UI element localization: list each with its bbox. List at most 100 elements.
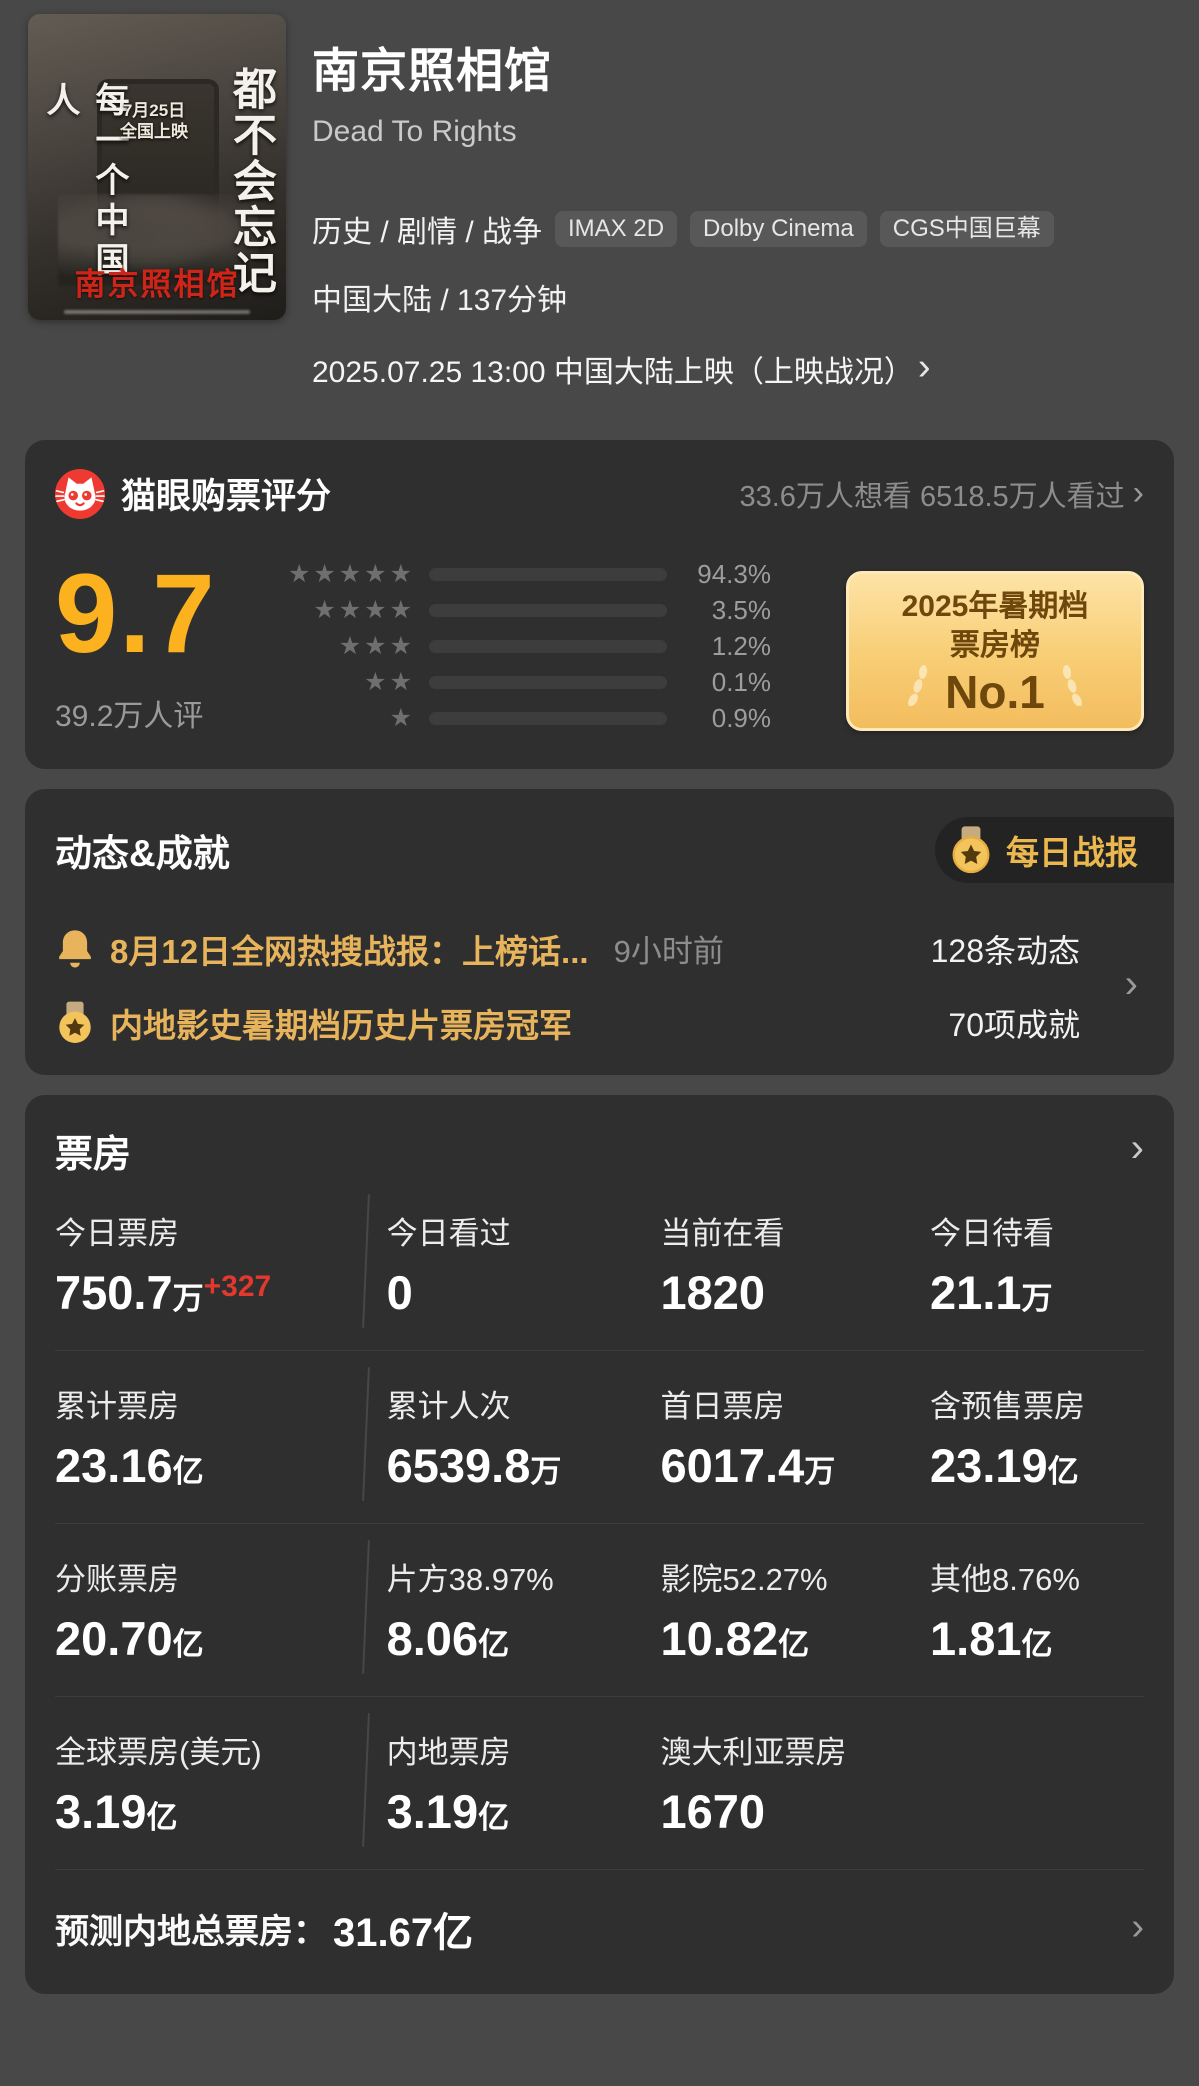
dist-row-2star: ★★ 0.1% — [287, 667, 771, 697]
dist-row-1star: ★ 0.9% — [287, 703, 771, 733]
movie-english-title: Dead To Rights — [312, 115, 517, 148]
stat-label: 今日待看 — [930, 1215, 1055, 1251]
news-text: 8月12日全网热搜战报：上榜话... — [110, 932, 589, 970]
dist-bar — [429, 604, 667, 617]
release-info-link[interactable]: 2025.07.25 13:00 中国大陆上映（上映战况） › — [312, 347, 1174, 391]
chevron-right-icon[interactable]: › — [1130, 1126, 1144, 1171]
stat-value: 23.19 — [930, 1438, 1048, 1492]
stat-value: 3.19 — [386, 1784, 479, 1838]
dist-pct: 0.1% — [711, 667, 771, 697]
dist-pct: 3.5% — [711, 595, 771, 625]
stat-value: 20.70 — [55, 1611, 173, 1665]
stat-cell-split-boxoffice: 分账票房 20.70亿 — [55, 1554, 387, 1662]
star-icons: ★★★ — [338, 632, 415, 660]
news-count: 128条动态 — [930, 932, 1080, 969]
stat-cell-global-usd: 全球票房(美元) 3.19亿 — [55, 1727, 387, 1835]
stat-value: 0 — [386, 1265, 413, 1319]
movie-poster[interactable]: 每一个中国人 都不会忘记 7月25日 全国上映 南京照相馆 — [28, 14, 286, 320]
stat-cell-mainland: 内地票房 3.19亿 — [387, 1727, 661, 1835]
format-badge-dolby: Dolby Cinema — [690, 210, 867, 248]
stat-cell-watched-today: 今日看过 0 — [387, 1208, 661, 1316]
rating-stats[interactable]: 33.6万人想看 6518.5万人看过 — [739, 480, 1125, 513]
award-rank: No.1 — [945, 666, 1045, 718]
stat-value: 10.82 — [660, 1611, 779, 1665]
dist-bar — [429, 640, 667, 653]
stat-cell-australia: 澳大利亚票房 1670 — [660, 1727, 930, 1835]
stat-label: 首日票房 — [660, 1388, 785, 1424]
dist-row-5star: ★★★★★ 94.3% — [287, 559, 771, 589]
format-badge-cgs: CGS中国巨幕 — [879, 210, 1054, 248]
stat-value: 21.1 — [930, 1265, 1022, 1319]
genre-line: 历史 / 剧情 / 战争 — [312, 216, 543, 249]
poster-title: 南京照相馆 — [74, 267, 240, 302]
prediction-row[interactable]: 预测内地总票房： 31.67亿 › — [55, 1870, 1144, 1994]
stat-value: 6539.8 — [386, 1438, 531, 1492]
stat-label: 分账票房 — [55, 1561, 179, 1597]
award-badge[interactable]: 2025年暑期档 票房榜 No.1 — [846, 571, 1144, 731]
stat-label: 澳大利亚票房 — [660, 1734, 847, 1770]
boxoffice-row-global: 全球票房(美元) 3.19亿 内地票房 3.19亿 澳大利亚票房 1670 — [55, 1697, 1144, 1870]
boxoffice-row-split: 分账票房 20.70亿 片方38.97% 8.06亿 影院52.27% 10.8… — [55, 1524, 1144, 1697]
news-title: 动态&成就 — [55, 832, 230, 874]
stat-cell-towatch-today: 今日待看 21.1万 — [930, 1208, 1144, 1316]
stat-cell-producer-share: 片方38.97% 8.06亿 — [387, 1554, 661, 1662]
dist-pct: 94.3% — [697, 559, 771, 589]
stat-cell-cinema-share: 影院52.27% 10.82亿 — [660, 1554, 930, 1662]
raters-count: 39.2万人评 — [55, 699, 204, 733]
bell-icon — [59, 930, 91, 968]
stat-label: 含预售票房 — [930, 1388, 1086, 1424]
stat-label: 影院52.27% — [660, 1561, 828, 1597]
medal-icon — [59, 1001, 91, 1043]
news-row-hotsearch[interactable]: 8月12日全网热搜战报：上榜话... 9小时前 128条动态 — [55, 925, 1080, 973]
news-card: 动态&成就 每日战报 8月12日全网热搜战报：上榜话... 9小时前 128条动… — [25, 788, 1174, 1075]
stat-value: 3.19 — [55, 1784, 147, 1838]
news-count: 70项成就 — [948, 1006, 1080, 1043]
rating-title: 猫眼购票评分 — [121, 477, 332, 516]
boxoffice-title: 票房 — [55, 1133, 132, 1176]
chevron-right-icon[interactable]: › — [1132, 473, 1144, 512]
dist-row-4star: ★★★★ 3.5% — [287, 595, 771, 625]
boxoffice-card: 票房 › 今日票房 750.7万+327 今日看过 0 当前在看 1820 今日… — [25, 1094, 1174, 1994]
chevron-right-icon: › — [917, 346, 931, 388]
rating-card: 猫眼购票评分 33.6万人想看 6518.5万人看过 › 9.7 39.2万人评… — [25, 440, 1174, 769]
stat-value: 23.16 — [55, 1438, 173, 1492]
chevron-right-icon[interactable]: › — [1131, 1905, 1144, 1948]
news-text: 内地影史暑期档历史片票房冠军 — [110, 1006, 572, 1044]
chevron-right-icon[interactable]: › — [1124, 961, 1138, 1006]
laurel-icon — [1062, 665, 1082, 706]
stat-cell-firstday-boxoffice: 首日票房 6017.4万 — [660, 1381, 930, 1489]
region-duration: 中国大陆 / 137分钟 — [312, 284, 568, 317]
dist-bar — [429, 712, 667, 725]
dist-bar — [429, 676, 667, 689]
stat-cell-with-presale: 含预售票房 23.19亿 — [930, 1381, 1144, 1489]
stat-cell-total-boxoffice: 累计票房 23.16亿 — [55, 1381, 387, 1489]
dist-row-3star: ★★★ 1.2% — [287, 631, 771, 661]
movie-title: 南京照相馆 — [312, 44, 552, 97]
star-icons: ★★★★ — [313, 596, 415, 624]
daily-report-button[interactable]: 每日战报 — [935, 816, 1174, 883]
poster-credits-bar — [64, 310, 250, 314]
medal-icon — [952, 826, 990, 873]
poster-release-note: 7月25日 全国上映 — [120, 101, 188, 142]
star-icons: ★★★★★ — [287, 560, 415, 588]
prediction-value: 31.67亿 — [333, 1910, 474, 1955]
stat-value: 750.7 — [55, 1265, 173, 1319]
award-line1: 2025年暑期档 — [901, 590, 1089, 623]
daily-report-label: 每日战报 — [1006, 833, 1138, 871]
stat-label: 累计票房 — [55, 1388, 179, 1424]
poster-left-tagline: 每一个中国人 — [41, 82, 128, 282]
stat-value: 6017.4 — [660, 1438, 805, 1492]
boxoffice-row-cumulative: 累计票房 23.16亿 累计人次 6539.8万 首日票房 6017.4万 含预… — [55, 1351, 1144, 1524]
rating-distribution: ★★★★★ 94.3% ★★★★ 3.5% ★★★ 1.2% ★★ 0.1% ★ — [287, 559, 771, 733]
format-badge-imax: IMAX 2D — [555, 210, 678, 248]
news-row-achievement[interactable]: 内地影史暑期档历史片票房冠军 70项成就 — [55, 999, 1080, 1047]
dist-pct: 1.2% — [711, 631, 771, 661]
release-line: 2025.07.25 13:00 中国大陆上映（上映战况） — [312, 356, 914, 389]
stat-value: 8.06 — [386, 1611, 479, 1665]
stat-label: 当前在看 — [660, 1215, 785, 1251]
stat-cell-today-boxoffice: 今日票房 750.7万+327 — [55, 1208, 387, 1316]
stat-cell-watching-now: 当前在看 1820 — [660, 1208, 930, 1316]
dist-pct: 0.9% — [711, 703, 771, 733]
laurel-icon — [908, 665, 928, 706]
maoyan-cat-icon — [55, 468, 105, 519]
